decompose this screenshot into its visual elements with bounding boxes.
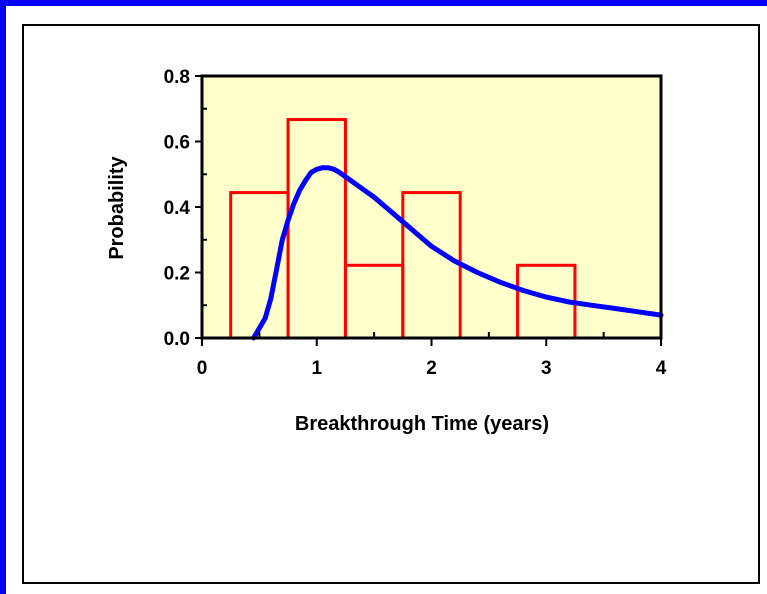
chart-frame: 0.0 0.2 0.4 0.6 0.8 0 1 2 3 4 Probability Breakth… <box>22 24 760 584</box>
x-tick-label-2: 2 <box>426 358 437 379</box>
y-tick-label-2: 0.4 <box>164 198 191 219</box>
plot-layer: 0.0 0.2 0.4 0.6 0.8 0 1 2 3 4 <box>164 67 667 379</box>
probability-curve <box>251 165 664 341</box>
y-tick-label-4: 0.8 <box>164 67 190 88</box>
y-tick-label-1: 0.2 <box>164 264 190 285</box>
y-axis-label: Probability <box>106 155 128 259</box>
y-tick-label-3: 0.6 <box>164 133 190 154</box>
x-tick-label-1: 1 <box>311 358 322 379</box>
y-tick-label-0: 0.0 <box>164 329 190 350</box>
chart: 0.0 0.2 0.4 0.6 0.8 0 1 2 3 4 Probability Breakth… <box>106 67 667 435</box>
left-border-rule <box>0 0 6 594</box>
x-axis-label: Breakthrough Time (years) <box>295 413 549 435</box>
x-tick-label-4: 4 <box>656 358 667 379</box>
top-border-rule <box>0 0 767 6</box>
x-tick-label-3: 3 <box>541 358 552 379</box>
plot-background <box>202 76 661 338</box>
x-tick-label-0: 0 <box>197 358 208 379</box>
